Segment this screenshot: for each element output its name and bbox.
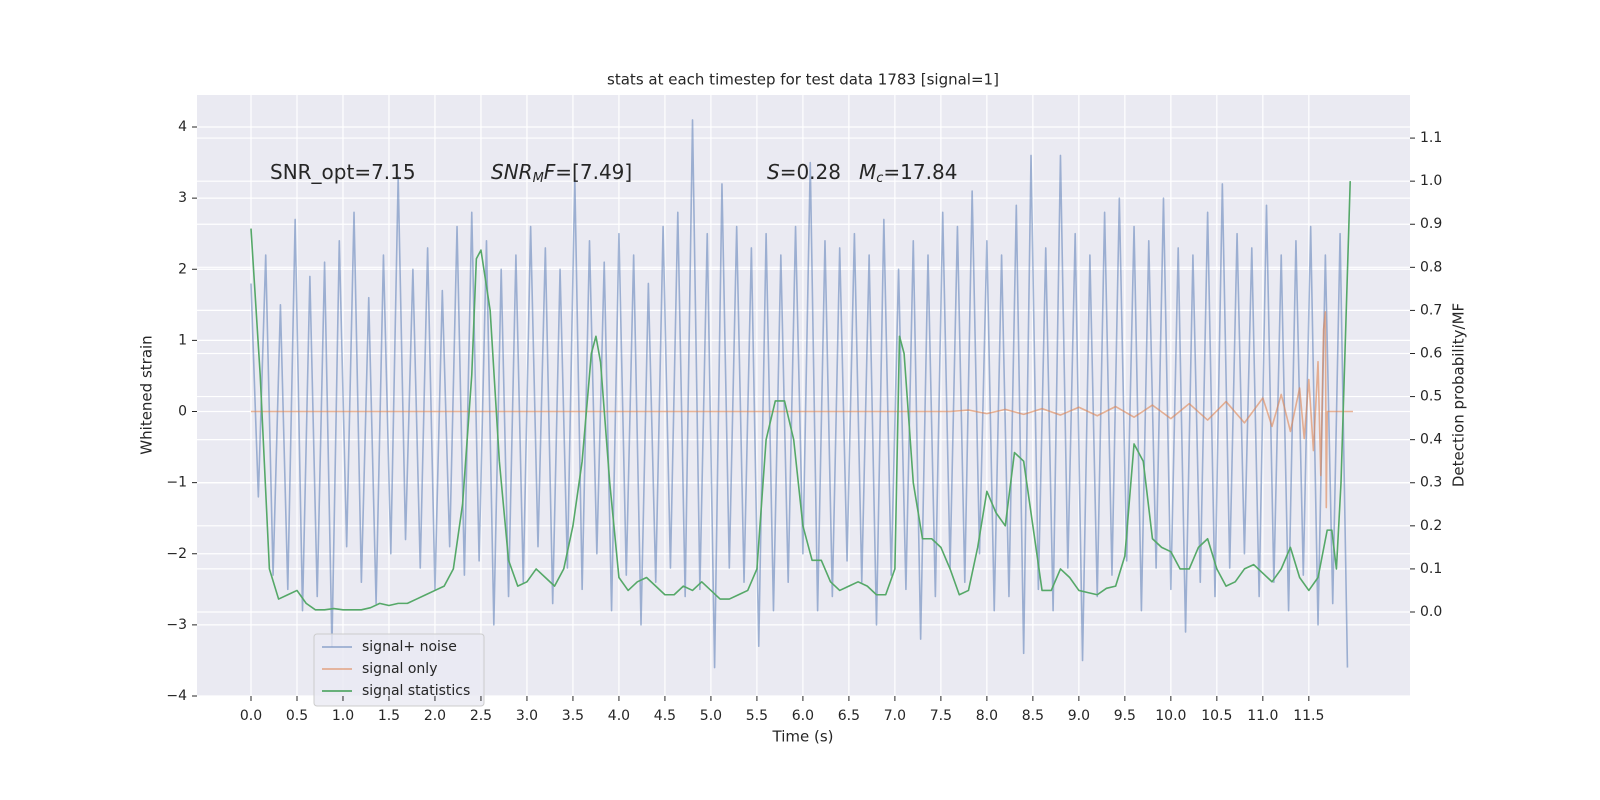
y-tick-label: 3 bbox=[178, 190, 187, 206]
y2-tick-label: 1.0 bbox=[1420, 173, 1442, 189]
x-tick-label: 10.5 bbox=[1201, 708, 1232, 724]
x-tick-label: 10.0 bbox=[1155, 708, 1186, 724]
x-tick-label: 4.5 bbox=[654, 708, 676, 724]
x-tick-label: 7.5 bbox=[930, 708, 952, 724]
series-line bbox=[250, 311, 1353, 509]
x-tick-label: 4.0 bbox=[608, 708, 630, 724]
x-tick-label: 0.0 bbox=[240, 708, 262, 724]
x-tick-label: 3.5 bbox=[562, 708, 584, 724]
x-tick-label: 8.0 bbox=[976, 708, 998, 724]
y2-tick-label: 0.3 bbox=[1420, 475, 1442, 491]
x-tick-label: 5.5 bbox=[746, 708, 768, 724]
annotation-text: S bbox=[767, 160, 780, 184]
annotation-text: M bbox=[533, 171, 544, 186]
annotation: SNRMF=[7.49] bbox=[491, 160, 632, 186]
chart-title: stats at each timestep for test data 178… bbox=[607, 71, 999, 89]
y2-tick-label: 0.0 bbox=[1420, 604, 1442, 620]
y-tick-label: −4 bbox=[166, 688, 187, 704]
y-tick-label: 2 bbox=[178, 261, 187, 277]
annotation-text: F bbox=[544, 160, 556, 184]
y-tick-label: 0 bbox=[178, 404, 187, 420]
x-tick-label: 11.0 bbox=[1247, 708, 1278, 724]
annotation-text: =0.28 bbox=[780, 160, 841, 184]
x-tick-label: 9.0 bbox=[1068, 708, 1090, 724]
x-tick-label: 0.5 bbox=[286, 708, 308, 724]
x-tick-label: 11.5 bbox=[1293, 708, 1324, 724]
y2-tick-label: 0.5 bbox=[1420, 389, 1442, 405]
series-line bbox=[250, 119, 1349, 669]
y-axis-label: Whitened strain bbox=[138, 335, 156, 454]
x-tick-label: 7.0 bbox=[884, 708, 906, 724]
x-tick-label: 2.0 bbox=[424, 708, 446, 724]
annotation-text: SNR bbox=[491, 160, 533, 184]
legend-label: signal only bbox=[362, 661, 437, 677]
y-tick-label: −1 bbox=[166, 475, 187, 491]
x-tick-label: 8.5 bbox=[1022, 708, 1044, 724]
y-tick-label: −2 bbox=[166, 546, 187, 562]
annotation-text: =[7.49] bbox=[555, 160, 632, 184]
y2-tick-label: 0.8 bbox=[1420, 259, 1442, 275]
y2-axis-label: Detection probability/MF bbox=[1450, 303, 1468, 487]
annotation: SNR_opt=7.15 bbox=[270, 160, 416, 184]
y-tick-label: −3 bbox=[166, 617, 187, 633]
y2-tick-label: 1.1 bbox=[1420, 130, 1442, 146]
legend-label: signal+ noise bbox=[362, 639, 457, 655]
legend-label: signal statistics bbox=[362, 683, 470, 699]
legend-box bbox=[313, 633, 485, 707]
x-tick-label: 2.5 bbox=[470, 708, 492, 724]
y2-tick-label: 0.2 bbox=[1420, 518, 1442, 534]
y2-tick-label: 0.9 bbox=[1420, 216, 1442, 232]
y-tick-label: 4 bbox=[178, 119, 187, 135]
annotation-text: =17.84 bbox=[883, 160, 957, 184]
annotation-text: c bbox=[876, 171, 883, 186]
y2-tick-label: 0.6 bbox=[1420, 345, 1442, 361]
x-axis-label: Time (s) bbox=[772, 728, 834, 746]
y-tick-label: 1 bbox=[178, 332, 187, 348]
x-tick-label: 1.5 bbox=[378, 708, 400, 724]
x-tick-label: 3.0 bbox=[516, 708, 538, 724]
x-tick-label: 6.5 bbox=[838, 708, 860, 724]
annotation-text: M bbox=[859, 160, 876, 184]
x-tick-label: 1.0 bbox=[332, 708, 354, 724]
annotation: S=0.28 Mc=17.84 bbox=[767, 160, 957, 186]
legend: signal+ noise signal only signal statistic… bbox=[313, 633, 485, 707]
y2-tick-label: 0.7 bbox=[1420, 302, 1442, 318]
y2-tick-label: 0.4 bbox=[1420, 432, 1442, 448]
annotation-text: SNR_opt=7.15 bbox=[270, 160, 416, 184]
grid bbox=[197, 95, 1410, 697]
x-tick-label: 5.0 bbox=[700, 708, 722, 724]
x-tick-label: 6.0 bbox=[792, 708, 814, 724]
marks bbox=[250, 119, 1353, 669]
y2-tick-label: 0.1 bbox=[1420, 561, 1442, 577]
series-line bbox=[250, 181, 1352, 611]
x-tick-label: 9.5 bbox=[1114, 708, 1136, 724]
